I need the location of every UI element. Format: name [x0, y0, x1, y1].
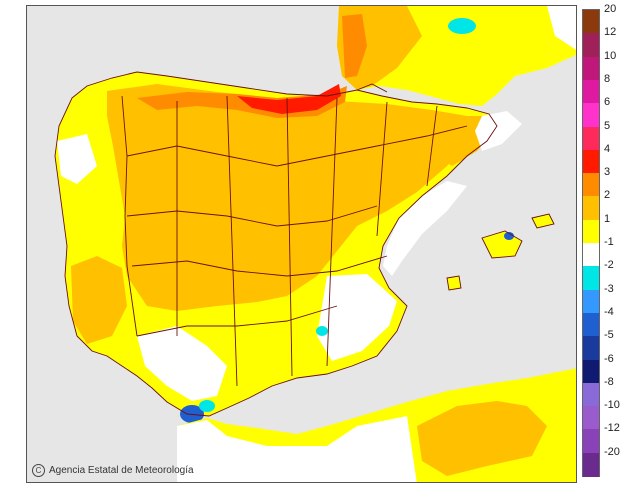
legend-swatch: [583, 149, 599, 174]
legend-swatch: [583, 10, 599, 34]
legend-swatch: [583, 126, 599, 151]
legend-swatch: [583, 33, 599, 58]
iberia-anomaly-2: [107, 84, 472, 311]
alps-white: [547, 6, 576, 50]
levante-white: [383, 181, 467, 276]
legend-swatch: [583, 266, 599, 291]
galicia-white: [57, 134, 97, 184]
africa-white-west: [177, 416, 417, 482]
portugal-anomaly-2: [71, 256, 127, 344]
legend-swatch: [583, 429, 599, 454]
france-coast-orange: [342, 14, 367, 78]
legend-label: -1: [604, 236, 614, 248]
andalusia-white: [137, 326, 227, 401]
legend-label: -10: [604, 399, 620, 412]
legend-label: 20: [604, 3, 617, 15]
legend-label: -8: [604, 375, 614, 388]
legend-label: -12: [604, 422, 620, 435]
africa-anomaly-2: [417, 401, 547, 476]
legend-label: 6: [604, 96, 611, 109]
legend-swatch: [583, 243, 599, 267]
legend-swatch: [583, 452, 599, 477]
legend-swatch: [583, 406, 599, 431]
legend-label: 12: [604, 26, 617, 39]
legend-label: 10: [604, 49, 617, 62]
province-boundaries: [54, 71, 555, 417]
legend-swatch: [583, 56, 599, 81]
copyright-icon: C: [32, 464, 45, 477]
legend-swatch: [583, 196, 599, 221]
legend-label: 8: [604, 72, 611, 85]
credit: C Agencia Estatal de Meteorología: [32, 464, 194, 477]
mallorca-cool-spot: [504, 232, 514, 240]
legend-swatch: [583, 173, 599, 198]
temperature-anomaly-map: [27, 6, 576, 482]
legend-label: -2: [604, 259, 614, 272]
legend-label: 2: [604, 189, 611, 202]
legend-label: 3: [604, 166, 611, 179]
murcia-cyan-spot: [316, 326, 328, 336]
legend-label: 1: [604, 212, 611, 225]
strait-cyan-spot: [199, 400, 215, 412]
legend-swatch: [583, 312, 599, 337]
legend-label: 5: [604, 119, 611, 132]
legend-label: -20: [604, 445, 620, 458]
legend-swatch: [583, 359, 599, 384]
menorca: [532, 214, 554, 228]
france-cool-spot: [448, 18, 476, 34]
legend-swatch: [583, 382, 599, 407]
legend-swatch: [583, 336, 599, 361]
legend-label: 4: [604, 142, 611, 155]
color-legend: [582, 9, 600, 477]
legend-swatch: [583, 219, 599, 244]
legend-label: -4: [604, 305, 614, 318]
map-panel: [26, 5, 577, 483]
strait-cool-spot: [180, 405, 204, 423]
legend-label: -3: [604, 282, 614, 295]
credit-text: Agencia Estatal de Meteorología: [49, 465, 194, 476]
legend-label: -5: [604, 329, 614, 342]
legend-label: -6: [604, 352, 614, 365]
ibiza: [447, 276, 461, 290]
legend-swatch: [583, 289, 599, 314]
legend-swatch: [583, 103, 599, 128]
north-coast-anomaly-4: [237, 84, 341, 114]
legend-swatch: [583, 79, 599, 104]
southeast-white: [317, 274, 397, 361]
